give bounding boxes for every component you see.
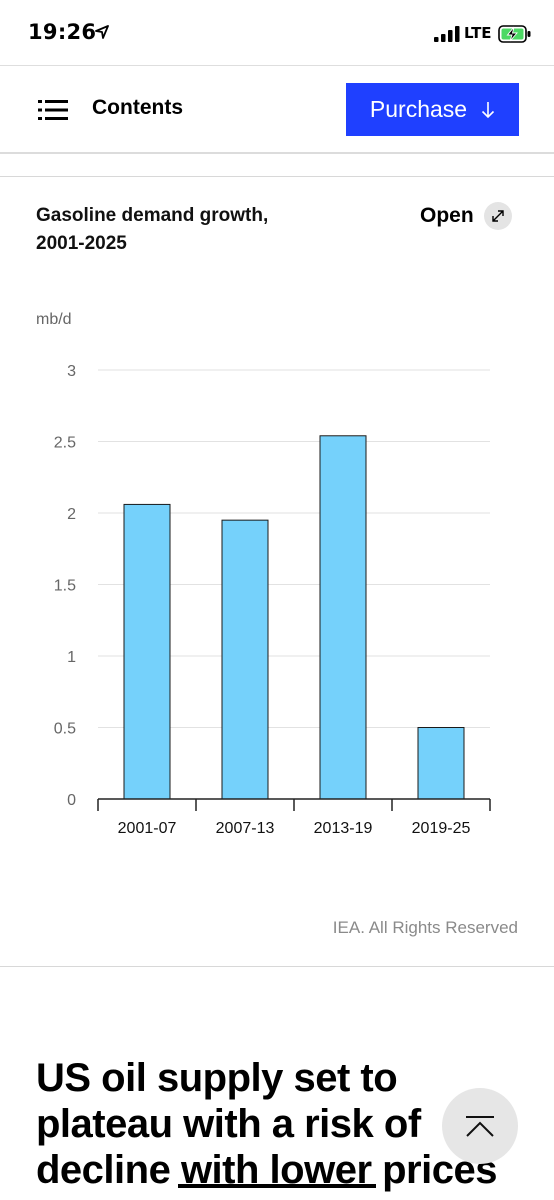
section-divider bbox=[0, 966, 554, 967]
menu-icon[interactable] bbox=[38, 100, 68, 120]
status-divider bbox=[0, 65, 554, 66]
x-tick-label: 2001-07 bbox=[118, 820, 177, 837]
chart-title: Gasoline demand growth, 2001-2025 bbox=[36, 202, 336, 258]
y-tick-label: 0 bbox=[67, 792, 76, 809]
status-bar: 19:26 LTE bbox=[0, 0, 554, 66]
y-tick-label: 0.5 bbox=[54, 721, 76, 738]
purchase-button[interactable]: Purchase bbox=[346, 83, 519, 136]
chevron-up-icon bbox=[466, 1116, 494, 1137]
chart-title-line2: 2001-2025 bbox=[36, 233, 127, 254]
battery-charging-icon bbox=[498, 25, 531, 43]
chart-credit: IEA. All Rights Reserved bbox=[332, 918, 518, 937]
nav-divider bbox=[0, 152, 554, 154]
location-arrow-icon bbox=[95, 25, 109, 39]
y-tick-label: 1.5 bbox=[54, 578, 76, 595]
text-underline bbox=[178, 1184, 376, 1188]
network-type: LTE bbox=[464, 24, 492, 42]
y-tick-label: 2.5 bbox=[54, 435, 76, 452]
y-tick-label: 3 bbox=[67, 363, 76, 380]
y-tick-label: 2 bbox=[67, 506, 76, 523]
headline-line1: US oil supply set to bbox=[36, 1056, 398, 1100]
top-nav: Contents Purchase bbox=[0, 66, 554, 153]
purchase-label: Purchase bbox=[369, 96, 468, 122]
bar-2019-25 bbox=[417, 727, 465, 800]
arrow-down-icon bbox=[482, 101, 495, 118]
gasoline-demand-chart: mb/d 0 0.5 1 1.5 2 2.5 3 2001-07 2007-13 2013-19 2… bbox=[36, 311, 491, 837]
bar-2007-13 bbox=[221, 519, 269, 800]
card-divider bbox=[0, 176, 554, 177]
open-label: Open bbox=[420, 204, 474, 227]
contents-link[interactable]: Contents bbox=[92, 96, 183, 119]
y-tick-label: 1 bbox=[67, 649, 76, 666]
bar-2001-07 bbox=[123, 503, 171, 800]
status-time: 19:26 bbox=[28, 20, 97, 44]
signal-strength-icon bbox=[434, 26, 460, 42]
expand-icon bbox=[483, 202, 512, 230]
scroll-to-top-button[interactable] bbox=[442, 1088, 518, 1164]
chart-title-line1: Gasoline demand growth, bbox=[36, 205, 269, 226]
y-axis-label: mb/d bbox=[36, 311, 72, 328]
bar-2013-19 bbox=[319, 435, 367, 800]
open-chart-link[interactable]: Open bbox=[420, 202, 512, 230]
x-tick-label: 2019-25 bbox=[412, 820, 471, 837]
x-tick-label: 2013-19 bbox=[314, 820, 373, 837]
x-tick-label: 2007-13 bbox=[216, 820, 275, 837]
headline-line2: plateau with a risk of bbox=[36, 1102, 421, 1146]
